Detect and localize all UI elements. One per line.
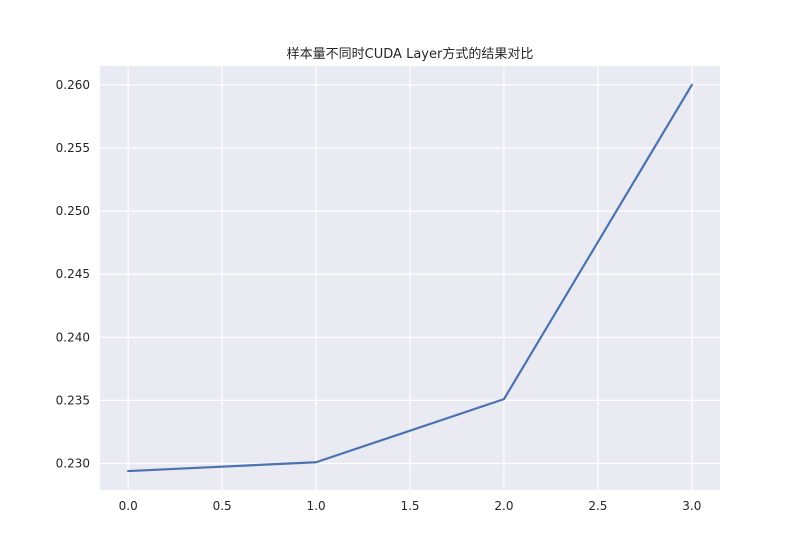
x-tick-label: 2.5 (588, 499, 607, 513)
y-tick-label: 0.230 (56, 457, 90, 471)
x-tick-label: 1.0 (307, 499, 326, 513)
chart-title: 样本量不同时CUDA Layer方式的结果对比 (287, 46, 534, 62)
y-tick-label: 0.260 (56, 78, 90, 92)
x-tick-label: 3.0 (682, 499, 701, 513)
y-tick-label: 0.250 (56, 204, 90, 218)
x-gridlines (127, 66, 693, 490)
x-tick-label: 0.5 (213, 499, 232, 513)
x-tick-labels: 0.0 0.5 1.0 1.5 2.0 2.5 3.0 (119, 499, 702, 513)
y-tick-label: 0.245 (56, 267, 90, 281)
series-line (127, 83, 693, 473)
y-tick-label: 0.255 (56, 141, 90, 155)
x-tick-label: 1.5 (400, 499, 419, 513)
y-tick-label: 0.235 (56, 393, 90, 407)
x-tick-label: 2.0 (494, 499, 513, 513)
x-tick-label: 0.0 (119, 499, 138, 513)
y-tick-labels: 0.230 0.235 0.240 0.245 0.250 0.255 0.260 (56, 78, 90, 471)
y-tick-label: 0.240 (56, 330, 90, 344)
series-group (127, 83, 693, 473)
